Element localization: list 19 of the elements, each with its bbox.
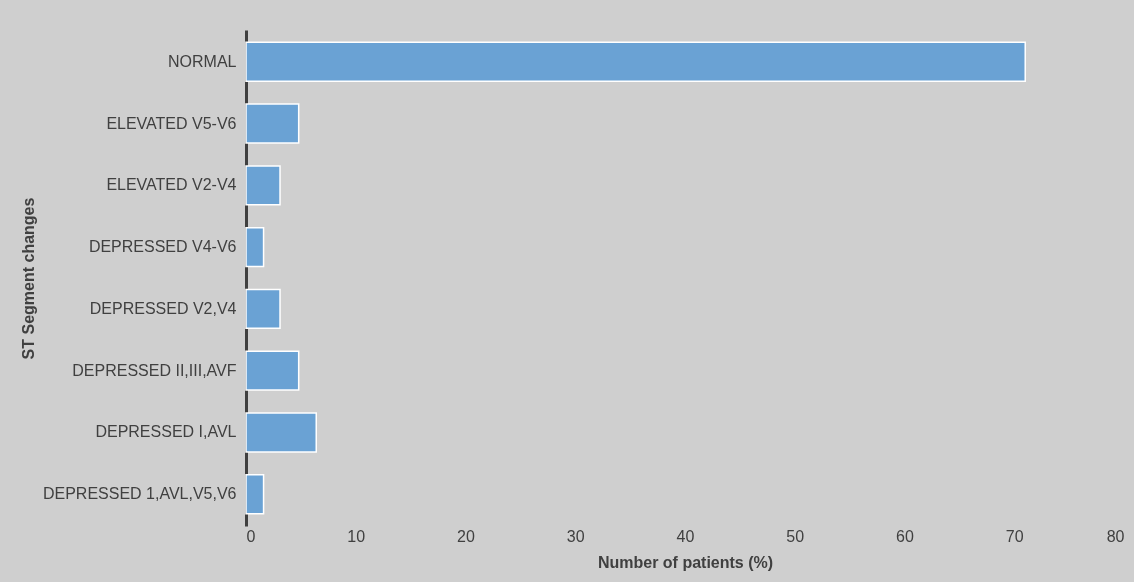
y-tick-label: DEPRESSED 1,AVL,V5,V6 (42, 485, 237, 503)
y-tick-label: DEPRESSED V2,V4 (89, 299, 237, 317)
x-tick-label: 50 (786, 527, 805, 545)
x-tick-label: 30 (566, 527, 585, 545)
y-tick-label: ELEVATED V2-V4 (106, 176, 237, 194)
x-tick-label: 80 (1106, 527, 1125, 545)
y-tick-label: DEPRESSED I,AVL (95, 423, 237, 441)
x-tick-label: 10 (347, 527, 366, 545)
y-tick-label: ELEVATED V5-V6 (106, 114, 237, 132)
x-tick-label: 70 (1005, 527, 1024, 545)
y-tick-label: DEPRESSED II,III,AVF (72, 361, 237, 379)
x-tick-label: 0 (246, 527, 256, 545)
x-tick-label: 60 (896, 527, 914, 545)
y-tick-label: DEPRESSED V4-V6 (88, 238, 237, 256)
x-tick-label: 40 (676, 527, 695, 545)
x-tick-label: 20 (457, 527, 475, 545)
y-axis-title: ST Segment changes (19, 197, 37, 360)
y-tick-label: NORMAL (168, 52, 237, 70)
x-axis-title: Number of patients (%) (597, 553, 774, 571)
